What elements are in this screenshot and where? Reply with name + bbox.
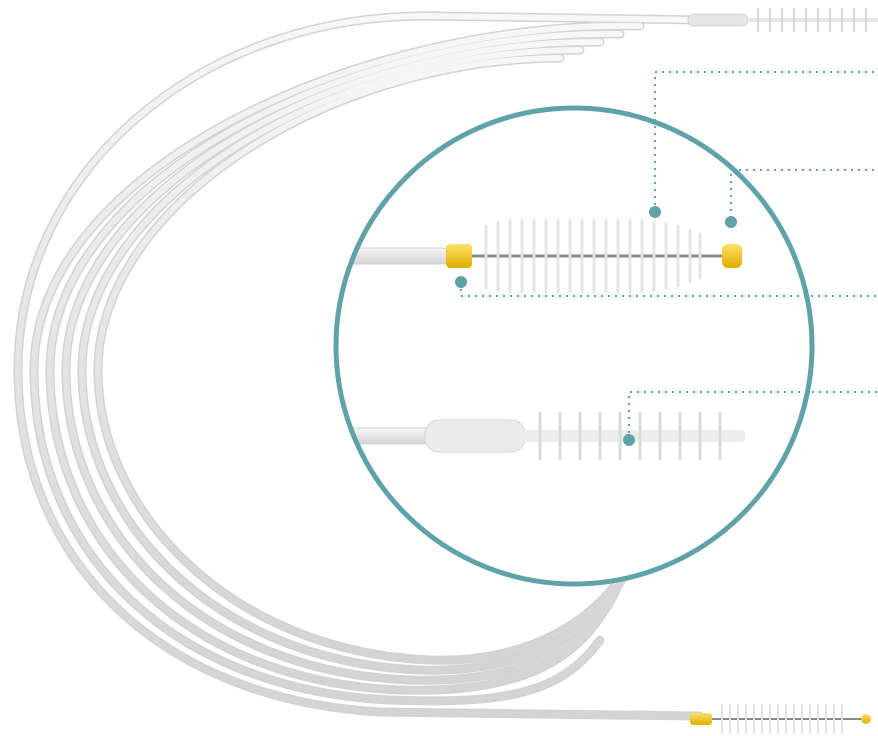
coiled-cable [13, 11, 705, 721]
leader-line-base-cap [460, 282, 878, 297]
zoomed-brush [336, 218, 742, 294]
callouts [460, 71, 878, 440]
leader-line-end-tip [730, 169, 878, 218]
callout-dots [455, 206, 737, 446]
magnifier-circle [333, 105, 815, 587]
leader-line-bristles [654, 71, 878, 212]
leader-line-sponge [628, 391, 878, 440]
callout-dot-base-cap [455, 276, 467, 288]
top-cable-end [687, 8, 878, 32]
bottom-cable-end [690, 704, 871, 734]
callout-dot-sponge [623, 434, 635, 446]
callout-dot-bristles [649, 206, 661, 218]
callout-dot-end-tip [725, 216, 737, 228]
